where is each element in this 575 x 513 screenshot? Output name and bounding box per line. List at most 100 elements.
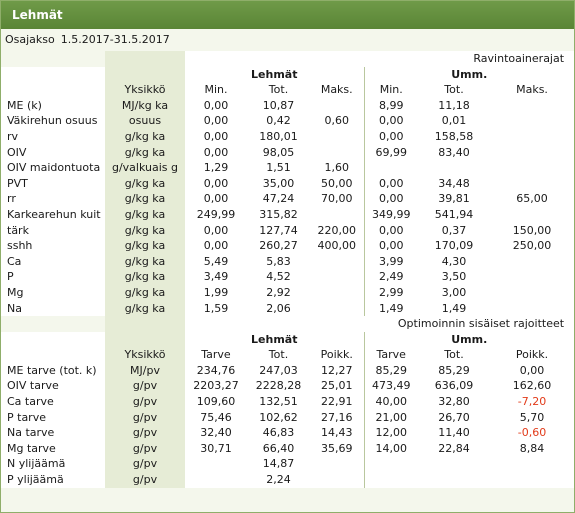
value-cell: 25,01: [310, 378, 364, 395]
value-cell: 150,00: [490, 222, 575, 239]
table-row: tärk g/kg ka 0,00 127,74 220,00 0,00 0,37 150,0…: [1, 222, 575, 239]
value-cell: 39,81: [418, 191, 490, 207]
blank-cell: [105, 66, 185, 83]
value-cell: 0,00: [363, 128, 418, 145]
value-cell: [490, 253, 575, 270]
value-cell: 315,82: [247, 206, 310, 223]
value-cell: [363, 160, 418, 176]
row-label: N ylijäämä: [1, 456, 105, 473]
section1-col-header: Min.: [363, 82, 418, 98]
table-row: rv g/kg ka 0,00 180,01 0,00 158,58: [1, 128, 575, 145]
value-cell: 34,48: [418, 175, 490, 192]
value-cell: 5,83: [247, 253, 310, 270]
row-label: Mg tarve: [1, 440, 105, 457]
row-label: OIV: [1, 144, 105, 161]
value-cell: 0,00: [185, 113, 247, 129]
row-unit: g/kg ka: [105, 144, 185, 161]
section2-col-unit: Yksikkö: [105, 347, 185, 363]
value-cell: 30,71: [185, 440, 247, 457]
value-cell: 14,43: [310, 425, 364, 441]
blank-cell: [1, 82, 105, 98]
value-cell: 1,59: [185, 300, 247, 317]
value-cell: 234,76: [185, 362, 247, 379]
row-unit: g/pv: [105, 378, 185, 395]
row-label: rv: [1, 128, 105, 145]
value-cell: 21,00: [363, 409, 418, 426]
value-cell: 0,00: [185, 128, 247, 145]
table-row: OIV maidontuota g/valkuais g 1,29 1,51 1,60: [1, 160, 575, 176]
section1-group-lehmat: Lehmät: [185, 66, 364, 83]
value-cell: 1,49: [418, 300, 490, 317]
row-unit: g/pv: [105, 472, 185, 488]
value-cell: 260,27: [247, 238, 310, 254]
value-cell: 0,42: [247, 113, 310, 129]
table-row: Ca tarve g/pv 109,60 132,51 22,91 40,00 32,80-…: [1, 394, 575, 410]
row-label: OIV tarve: [1, 378, 105, 395]
row-unit: MJ/pv: [105, 362, 185, 379]
row-unit: g/kg ka: [105, 191, 185, 207]
value-cell: [418, 160, 490, 176]
value-cell: 1,60: [310, 160, 364, 176]
section2-column-header-row: Yksikkö Tarve Tot. Poikk. Tarve Tot. Poikk.: [1, 347, 575, 363]
value-cell: 66,40: [247, 440, 310, 457]
value-cell: 4,52: [247, 269, 310, 285]
value-cell: 249,99: [185, 206, 247, 223]
period-label: Osajakso: [5, 33, 55, 46]
row-label: ME (k): [1, 97, 105, 114]
value-cell: 250,00: [490, 238, 575, 254]
row-unit: g/kg ka: [105, 222, 185, 239]
value-cell: 2,24: [247, 472, 310, 488]
value-cell: 4,30: [418, 253, 490, 270]
value-cell: 3,99: [363, 253, 418, 270]
value-cell: [490, 269, 575, 285]
row-unit: g/valkuais g: [105, 160, 185, 176]
value-cell: 0,00: [490, 362, 575, 379]
value-cell: -0,60: [490, 425, 575, 441]
table-row: Na tarve g/pv 32,40 46,83 14,43 12,00 11,40 -0,…: [1, 425, 575, 441]
value-cell: 1,49: [363, 300, 418, 317]
value-cell: 11,40: [418, 425, 490, 441]
row-unit: g/kg ka: [105, 269, 185, 285]
value-cell: 102,62: [247, 409, 310, 426]
value-cell: 3,00: [418, 284, 490, 301]
table-row: Mg tarve g/pv 30,71 66,40 35,69 14,00 22,84 8,8…: [1, 440, 575, 457]
row-unit: g/pv: [105, 440, 185, 457]
value-cell: [490, 175, 575, 192]
value-cell: 35,00: [247, 175, 310, 192]
value-cell: 1,51: [247, 160, 310, 176]
value-cell: [310, 128, 364, 145]
value-cell: 0,00: [363, 238, 418, 254]
value-cell: [490, 456, 575, 473]
value-cell: [490, 160, 575, 176]
row-label: ME tarve (tot. k): [1, 362, 105, 379]
value-cell: [310, 253, 364, 270]
value-cell: 0,00: [185, 222, 247, 239]
value-cell: [418, 456, 490, 473]
value-cell: [490, 128, 575, 145]
value-cell: 349,99: [363, 206, 418, 223]
table-row: Karkearehun kuit g/kg ka 249,99 315,82 349,9…: [1, 206, 575, 223]
value-cell: 14,00: [363, 440, 418, 457]
value-cell: 5,70: [490, 409, 575, 426]
value-cell: 0,00: [185, 191, 247, 207]
value-cell: 162,60: [490, 378, 575, 395]
row-unit: g/pv: [105, 394, 185, 410]
value-cell: 22,91: [310, 394, 364, 410]
section2-col-header: Tot.: [418, 347, 490, 363]
value-cell: 170,09: [418, 238, 490, 254]
row-unit: g/kg ka: [105, 300, 185, 317]
value-cell: 109,60: [185, 394, 247, 410]
value-cell: 98,05: [247, 144, 310, 161]
value-cell: 3,49: [185, 269, 247, 285]
table-row: PVT g/kg ka 0,00 35,00 50,00 0,00 34,48: [1, 175, 575, 192]
table-row: ME tarve (tot. k) MJ/pv 234,76 247,03 12,27 8…: [1, 362, 575, 379]
value-cell: 541,94: [418, 206, 490, 223]
row-unit: g/kg ka: [105, 175, 185, 192]
period-row: Osajakso 1.5.2017-31.5.2017: [1, 29, 574, 51]
row-label: Na: [1, 300, 105, 317]
value-cell: 70,00: [310, 191, 364, 207]
section2-col-header: Tot.: [247, 347, 310, 363]
value-cell: 26,70: [418, 409, 490, 426]
value-cell: 400,00: [310, 238, 364, 254]
